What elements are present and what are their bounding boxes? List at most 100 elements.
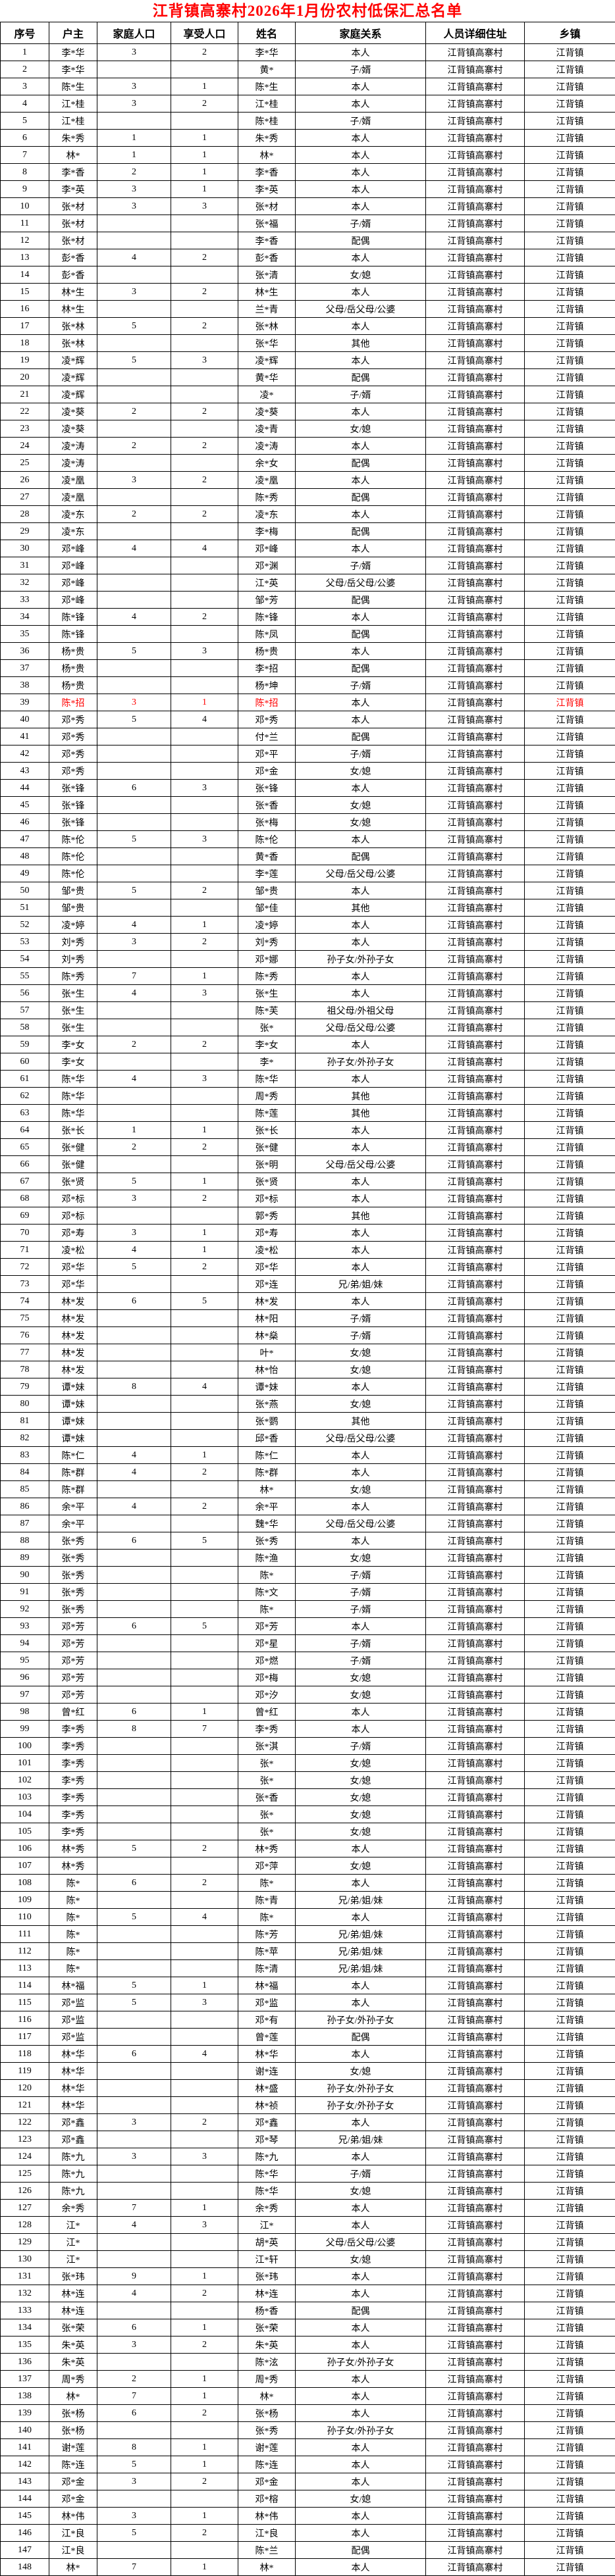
table-cell: 江背镇	[524, 1942, 615, 1960]
table-cell: 江背镇高寨村	[425, 899, 525, 917]
table-cell: 林*	[49, 2558, 97, 2576]
table-cell: 4	[97, 2216, 171, 2234]
table-cell: 63	[0, 1104, 49, 1122]
table-cell	[97, 865, 171, 882]
table-cell: 江背镇	[524, 642, 615, 660]
table-cell: 李*香	[238, 163, 296, 181]
table-cell: 江背镇高寨村	[425, 454, 525, 472]
table-cell: 江背镇	[524, 1275, 615, 1293]
table-cell: 77	[0, 1344, 49, 1361]
table-cell: 林*生	[49, 300, 97, 318]
table-cell: 邓*秀	[49, 711, 97, 728]
table-cell: 1	[171, 694, 238, 711]
table-cell	[97, 1344, 171, 1361]
table-cell: 江背镇	[524, 1891, 615, 1909]
table-cell: 江背镇	[524, 2233, 615, 2251]
table-cell: 3	[171, 197, 238, 215]
table-cell: 97	[0, 1686, 49, 1704]
table-cell: 江背镇高寨村	[425, 1634, 525, 1652]
table-cell	[171, 1361, 238, 1378]
table-row: 36 杨*贵 5 3 杨*贵 本人 江背镇高寨村 江背镇	[0, 642, 615, 660]
table-cell: 5	[97, 317, 171, 335]
table-row: 5 江*桂 陈*桂 子/婿 江背镇高寨村 江背镇	[0, 112, 615, 130]
table-cell: 70	[0, 1224, 49, 1242]
table-cell: 136	[0, 2353, 49, 2371]
table-cell: 凌*涛	[238, 437, 296, 455]
table-cell: 朱*秀	[49, 129, 97, 147]
table-cell: 江背镇高寨村	[425, 1515, 525, 1532]
table-cell	[97, 2353, 171, 2371]
table-cell: 陈*锋	[49, 625, 97, 643]
table-cell: 子/婿	[295, 1309, 426, 1327]
table-cell: 江背镇高寨村	[425, 1823, 525, 1840]
table-cell: 3	[97, 1190, 171, 1207]
table-cell: 邓*芳	[49, 1634, 97, 1652]
table-cell: 凌*凰	[238, 471, 296, 489]
table-cell: 83	[0, 1446, 49, 1464]
table-cell	[97, 1942, 171, 1960]
table-cell: 邓*华	[238, 1258, 296, 1276]
table-row: 53 刘*秀 3 2 刘*秀 本人 江背镇高寨村 江背镇	[0, 933, 615, 951]
table-cell: 江背镇高寨村	[425, 2353, 525, 2371]
table-cell: 本人	[295, 1173, 426, 1190]
table-row: 118 林*华 6 4 林*华 本人 江背镇高寨村 江背镇	[0, 2045, 615, 2063]
table-cell: 黄*香	[238, 847, 296, 865]
table-cell: 江背镇高寨村	[425, 865, 525, 882]
table-row: 130 江* 江*轩 女/媳 江背镇高寨村 江背镇	[0, 2250, 615, 2268]
table-cell: 林*发	[238, 1292, 296, 1310]
table-cell: 父母/岳父母/公婆	[295, 1429, 426, 1447]
table-cell: 15	[0, 283, 49, 301]
table-cell: 江背镇高寨村	[425, 1190, 525, 1207]
table-cell: 江背镇高寨村	[425, 608, 525, 626]
table-cell	[97, 1788, 171, 1806]
table-cell: 江背镇	[524, 2370, 615, 2388]
table-cell: 江背镇	[524, 232, 615, 249]
table-row: 105 李*秀 张* 女/媳 江背镇高寨村 江背镇	[0, 1823, 615, 1840]
table-cell: 女/媳	[295, 762, 426, 780]
table-cell: 92	[0, 1600, 49, 1618]
table-cell: 邓*燃	[238, 1652, 296, 1669]
table-cell: 1	[171, 1703, 238, 1721]
table-cell: 陈*芙	[238, 1001, 296, 1019]
table-cell: 江背镇	[524, 403, 615, 420]
table-cell: 江背镇	[524, 2113, 615, 2131]
table-cell: 3	[97, 2336, 171, 2354]
table-cell: 邓*连	[238, 1275, 296, 1293]
table-cell: 江背镇高寨村	[425, 1840, 525, 1857]
table-cell: 江背镇高寨村	[425, 1977, 525, 1994]
table-cell: 江背镇高寨村	[425, 950, 525, 968]
table-cell: 江背镇高寨村	[425, 488, 525, 506]
table-cell	[171, 1942, 238, 1960]
table-row: 76 林*发 林*燊 子/婿 江背镇高寨村 江背镇	[0, 1326, 615, 1344]
table-cell: 林*	[238, 146, 296, 164]
table-cell: 江背镇高寨村	[425, 2079, 525, 2097]
table-cell	[97, 1309, 171, 1327]
table-cell: 9	[0, 180, 49, 198]
table-cell: 本人	[295, 711, 426, 728]
table-cell: 3	[97, 933, 171, 951]
table-row: 23 凌*葵 凌*青 女/媳 江背镇高寨村 江背镇	[0, 420, 615, 438]
table-cell: 江背镇	[524, 2250, 615, 2268]
table-cell: 2	[97, 2370, 171, 2388]
table-cell: 女/媳	[295, 1806, 426, 1823]
table-row: 121 林*华 林*祯 孙子女/外孙子女 江背镇高寨村 江背镇	[0, 2096, 615, 2114]
table-cell: 江背镇高寨村	[425, 1480, 525, 1498]
table-cell: 张*锋	[49, 796, 97, 814]
table-cell: 女/媳	[295, 420, 426, 438]
table-cell	[171, 574, 238, 592]
table-cell: 江背镇高寨村	[425, 1942, 525, 1960]
table-cell: 2	[171, 1498, 238, 1515]
table-cell: 6	[97, 2319, 171, 2336]
table-cell: 凌*涛	[49, 437, 97, 455]
table-row: 27 凌*凰 陈*秀 配偶 江背镇高寨村 江背镇	[0, 488, 615, 506]
table-cell: 江背镇	[524, 933, 615, 951]
table-cell: 江背镇	[524, 420, 615, 438]
table-cell: 子/婿	[295, 61, 426, 78]
table-cell: 11	[0, 215, 49, 232]
table-cell: 江背镇	[524, 1121, 615, 1139]
table-cell: 张*鹦	[238, 1412, 296, 1430]
table-cell: 116	[0, 2011, 49, 2029]
table-cell: 江背镇高寨村	[425, 266, 525, 284]
table-row: 29 凌*东 李*梅 配偶 江背镇高寨村 江背镇	[0, 522, 615, 540]
table-cell: 1	[171, 967, 238, 985]
